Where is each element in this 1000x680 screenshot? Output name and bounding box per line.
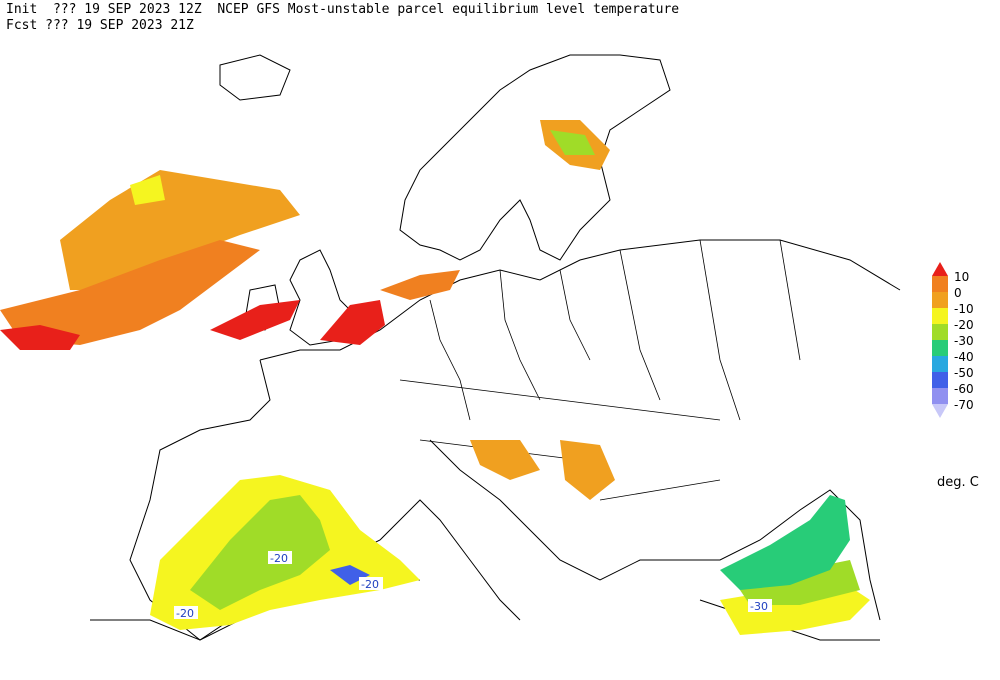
legend-label: -70 — [954, 398, 974, 412]
colorbar-bottom-arrow — [932, 404, 948, 418]
colorbar-2 — [932, 308, 948, 324]
field-minus10c-atlantic — [130, 175, 165, 205]
legend-label: 0 — [954, 286, 962, 300]
field-minus30c-turkey — [720, 495, 850, 590]
field-0c-balkans — [560, 440, 615, 500]
legend-units: deg. C — [937, 475, 979, 490]
colorbar-0 — [932, 276, 948, 292]
field-minus20c-baltic — [550, 130, 595, 155]
field-10c-atlantic — [0, 325, 80, 350]
field-minus20c-iberia — [190, 495, 330, 610]
chart-title-init: Init ??? 19 SEP 2023 12Z NCEP GFS Most-u… — [6, 2, 680, 17]
field-minus20c-levant — [740, 560, 860, 605]
field-0c-atlantic — [60, 170, 300, 290]
field-0c-atlantic-band — [0, 240, 260, 345]
contour-label: -20 — [270, 552, 288, 565]
field-10c-north-sea — [320, 300, 385, 345]
legend-label: -60 — [954, 382, 974, 396]
colorbar-1 — [932, 292, 948, 308]
colorbar-7 — [932, 388, 948, 404]
legend-label: -10 — [954, 302, 974, 316]
contour-label: -20 — [361, 578, 379, 591]
contour-labels: -20 -20 -20 -30 — [174, 551, 772, 620]
scandinavia-coast — [399, 54, 671, 261]
colorbar-6 — [932, 372, 948, 388]
field-0c-north-sea — [380, 270, 460, 300]
field-10c-channel — [210, 300, 300, 340]
legend-label: -50 — [954, 366, 974, 380]
colorbar-4 — [932, 340, 948, 356]
chart-title-forecast: Fcst ??? 19 SEP 2023 21Z — [6, 18, 194, 33]
colorbar — [932, 262, 948, 418]
iceland-coast — [219, 54, 291, 101]
colorbar-5 — [932, 356, 948, 372]
field-0c-adriatic — [470, 440, 540, 480]
contour-label: -20 — [176, 607, 194, 620]
legend-label: 10 — [954, 270, 970, 284]
colorbar-top-arrow — [932, 262, 948, 276]
legend-label: -30 — [954, 334, 974, 348]
legend-label: -20 — [954, 318, 974, 332]
colorbar-3 — [932, 324, 948, 340]
contour-label: -30 — [750, 600, 768, 613]
legend-label: -40 — [954, 350, 974, 364]
